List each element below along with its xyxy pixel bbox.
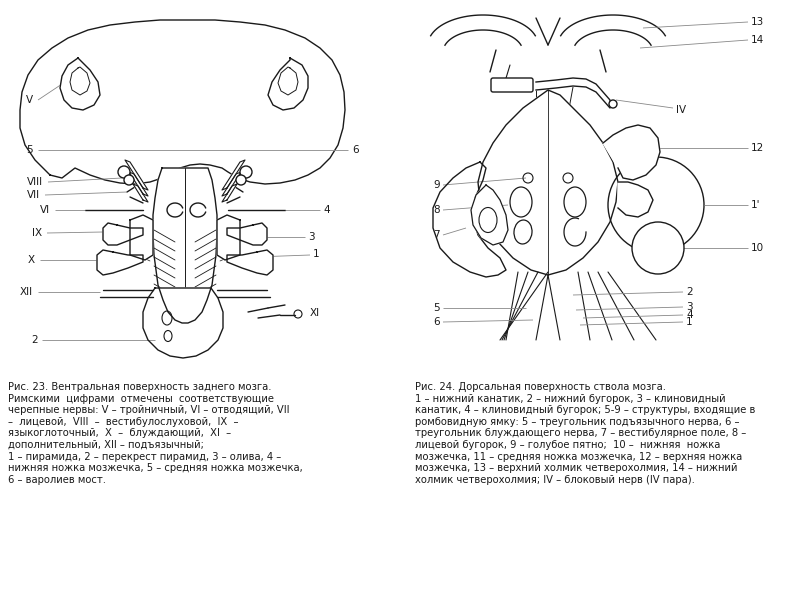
Polygon shape [153, 168, 217, 323]
Text: 1: 1 [686, 317, 693, 327]
Text: VIII: VIII [27, 177, 43, 187]
Text: XI: XI [310, 308, 320, 318]
Text: 12: 12 [751, 143, 764, 153]
Polygon shape [129, 172, 148, 196]
Text: Рис. 23. Вентральная поверхность заднего мозга.
Римскими  цифрами  отмечены  соо: Рис. 23. Вентральная поверхность заднего… [8, 382, 302, 485]
Text: 5: 5 [434, 303, 440, 313]
Polygon shape [536, 78, 610, 108]
Polygon shape [97, 250, 143, 275]
Polygon shape [268, 58, 308, 110]
Text: 14: 14 [751, 35, 764, 45]
Polygon shape [143, 288, 223, 358]
Polygon shape [618, 182, 653, 217]
Polygon shape [130, 215, 153, 260]
Text: 10: 10 [751, 243, 764, 253]
Text: VII: VII [27, 190, 40, 200]
FancyBboxPatch shape [491, 78, 533, 92]
Text: 1': 1' [751, 200, 761, 210]
Polygon shape [222, 184, 237, 202]
Polygon shape [227, 223, 267, 245]
Polygon shape [478, 90, 618, 275]
Text: V: V [26, 95, 33, 105]
Text: 3: 3 [308, 232, 314, 242]
Polygon shape [603, 125, 660, 180]
Text: IX: IX [32, 228, 42, 238]
Text: 3: 3 [686, 302, 693, 312]
Text: X: X [28, 255, 35, 265]
Polygon shape [222, 160, 245, 190]
Text: XII: XII [20, 287, 33, 297]
Text: 1: 1 [313, 249, 320, 259]
Circle shape [609, 100, 617, 108]
Text: 4: 4 [323, 205, 330, 215]
Text: 2: 2 [686, 287, 693, 297]
Circle shape [236, 175, 246, 185]
Polygon shape [60, 58, 100, 110]
Text: IV: IV [676, 105, 686, 115]
Polygon shape [103, 223, 143, 245]
Polygon shape [471, 185, 508, 245]
Circle shape [118, 166, 130, 178]
Text: 9: 9 [434, 180, 440, 190]
Text: 13: 13 [751, 17, 764, 27]
Circle shape [632, 222, 684, 274]
Text: 4: 4 [686, 310, 693, 320]
Circle shape [124, 175, 134, 185]
Text: 6: 6 [434, 317, 440, 327]
Polygon shape [227, 250, 273, 275]
Circle shape [608, 157, 704, 253]
Text: 6: 6 [352, 145, 358, 155]
Text: 2: 2 [31, 335, 38, 345]
Text: 5: 5 [26, 145, 33, 155]
Circle shape [240, 166, 252, 178]
Text: 8: 8 [434, 205, 440, 215]
Polygon shape [222, 172, 241, 196]
Polygon shape [433, 162, 506, 277]
Text: 7: 7 [434, 230, 440, 240]
Polygon shape [217, 215, 240, 260]
Text: Рис. 24. Дорсальная поверхность ствола мозга.
1 – нижний канатик, 2 – нижний буг: Рис. 24. Дорсальная поверхность ствола м… [415, 382, 755, 485]
Polygon shape [20, 20, 345, 184]
Text: VI: VI [40, 205, 50, 215]
Polygon shape [125, 160, 148, 190]
Polygon shape [133, 184, 148, 202]
